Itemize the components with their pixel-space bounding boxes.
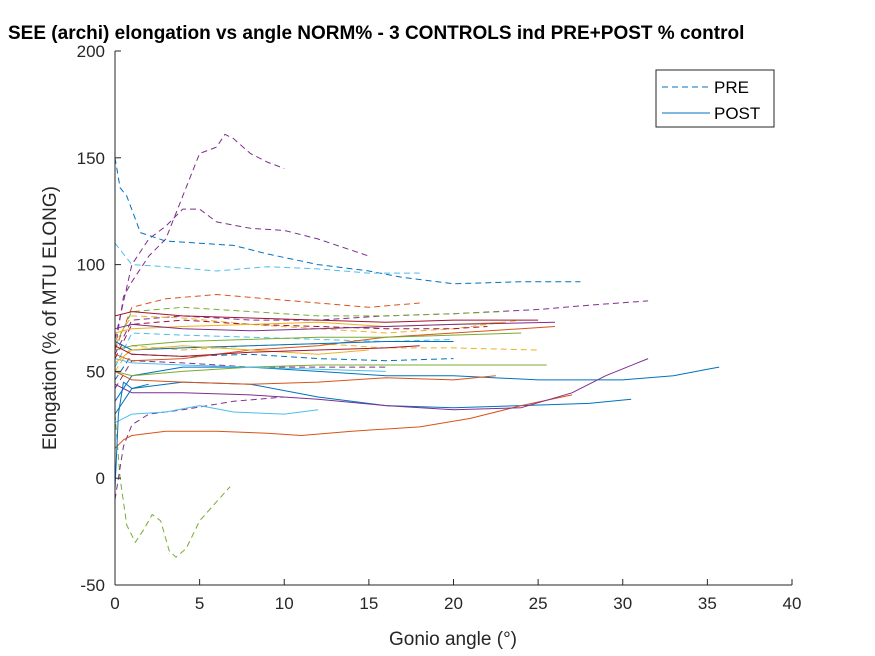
- series-line-28-post: [114, 358, 386, 372]
- y-axis-label: Elongation (% of MTU ELONG): [40, 186, 61, 450]
- series-layer: [114, 133, 720, 558]
- series-line-17-post: [114, 366, 720, 402]
- x-tick-label: 0: [110, 594, 119, 613]
- legend-label-post: POST: [714, 104, 760, 123]
- series-line-9-pre: [114, 319, 488, 359]
- y-tick-label: 100: [77, 256, 105, 275]
- x-axis-label: Gonio angle (°): [389, 629, 517, 650]
- series-line-19-post: [114, 405, 319, 424]
- series-line-15-pre: [114, 396, 285, 500]
- series-line-13-pre: [114, 360, 386, 389]
- series-line-30-post: [114, 345, 369, 364]
- x-tick-label: 15: [359, 594, 378, 613]
- x-tick-label: 20: [444, 594, 463, 613]
- series-line-21-post: [114, 326, 556, 362]
- y-tick-label: 50: [86, 362, 105, 381]
- series-line-2-pre: [114, 208, 370, 340]
- x-tick-label: 35: [698, 594, 717, 613]
- series-line-27-post: [114, 364, 547, 377]
- series-line-5-pre: [114, 294, 420, 351]
- series-line-32-post: [114, 381, 149, 489]
- x-tick-label: 5: [195, 594, 204, 613]
- series-line-14-pre: [114, 414, 231, 558]
- y-tick-label: 200: [77, 42, 105, 61]
- series-line-4-pre: [114, 242, 420, 274]
- x-tick-label: 25: [529, 594, 548, 613]
- series-line-1-pre: [114, 133, 285, 351]
- chart-title: SEE (archi) elongation vs angle NORM% - …: [8, 23, 744, 44]
- series-line-22-post: [114, 332, 522, 351]
- ticks-layer: 0 5 10 15 20 25 30 35 40 -50 0 50 100 150 200: [77, 42, 802, 613]
- series-line-24-post: [114, 311, 539, 323]
- series-line-6-pre: [114, 300, 649, 355]
- series-line-20-post: [114, 358, 649, 411]
- x-tick-label: 30: [613, 594, 632, 613]
- series-line-16-post: [114, 381, 632, 415]
- series-line-31-post: [114, 345, 420, 357]
- y-tick-label: -50: [80, 576, 105, 595]
- legend-box: [655, 69, 775, 128]
- series-line-25-post: [114, 321, 556, 332]
- y-tick-label: 150: [77, 149, 105, 168]
- legend-label-pre: PRE: [714, 78, 749, 97]
- series-line-18-post: [114, 394, 573, 449]
- series-line-8-pre: [114, 315, 522, 342]
- series-line-7-pre: [114, 306, 505, 347]
- x-tick-label: 10: [275, 594, 294, 613]
- series-line-29-post: [114, 370, 496, 385]
- series-line-3-pre: [114, 157, 581, 285]
- x-tick-label: 40: [783, 594, 802, 613]
- legend: PRE POST: [655, 69, 775, 128]
- y-tick-label: 0: [96, 469, 105, 488]
